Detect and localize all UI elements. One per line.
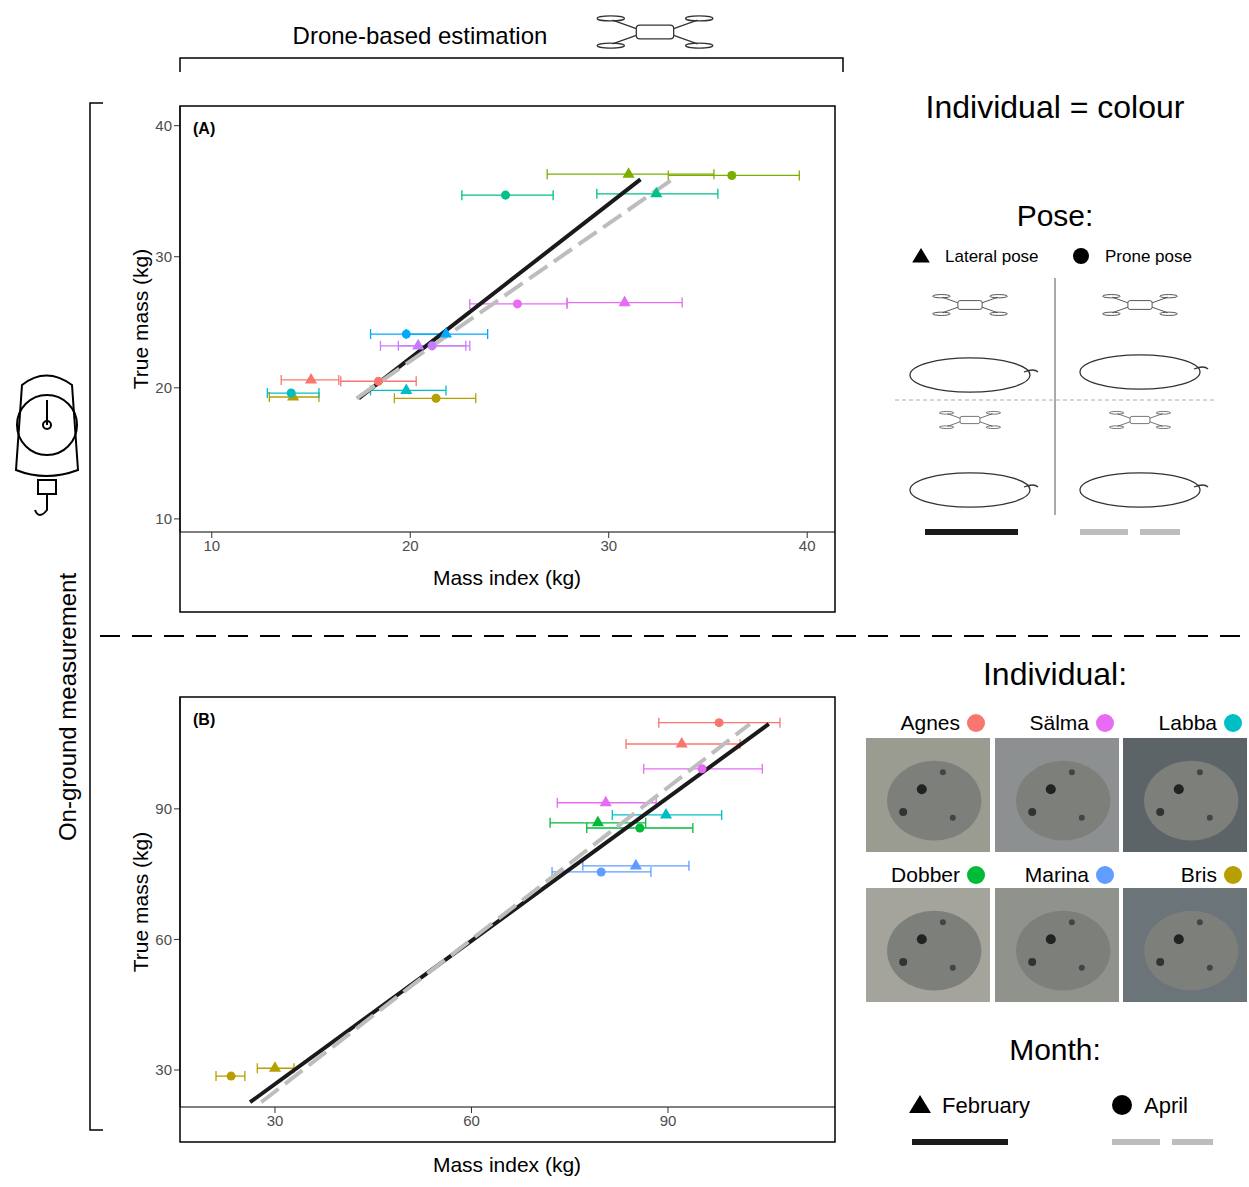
svg-text:April: April	[1144, 1093, 1188, 1118]
svg-text:40: 40	[155, 117, 172, 134]
svg-text:40: 40	[799, 537, 816, 554]
svg-text:Mass index (kg): Mass index (kg)	[433, 1153, 581, 1176]
svg-text:Prone pose: Prone pose	[1105, 247, 1192, 266]
svg-text:60: 60	[155, 931, 172, 948]
svg-text:Sälma: Sälma	[1029, 711, 1089, 734]
svg-text:True mass (kg): True mass (kg)	[129, 249, 152, 389]
svg-text:Dobber: Dobber	[891, 863, 960, 886]
svg-text:10: 10	[155, 510, 172, 527]
svg-text:90: 90	[660, 1112, 677, 1129]
svg-text:Agnes: Agnes	[900, 711, 960, 734]
svg-text:30: 30	[267, 1112, 284, 1129]
svg-text:Mass index (kg): Mass index (kg)	[433, 566, 581, 589]
svg-text:Individual = colour: Individual = colour	[926, 89, 1185, 125]
svg-text:On-ground measurement: On-ground measurement	[54, 573, 81, 841]
svg-text:Pose:: Pose:	[1017, 199, 1094, 232]
svg-text:Lateral pose: Lateral pose	[945, 247, 1039, 266]
svg-text:Labba: Labba	[1159, 711, 1218, 734]
svg-text:Bris: Bris	[1181, 863, 1217, 886]
svg-text:Marina: Marina	[1025, 863, 1090, 886]
svg-text:True mass (kg): True mass (kg)	[129, 832, 152, 972]
svg-text:30: 30	[155, 248, 172, 265]
svg-text:20: 20	[402, 537, 419, 554]
svg-text:Individual:: Individual:	[983, 656, 1127, 692]
svg-text:(A): (A)	[193, 120, 215, 137]
svg-text:30: 30	[600, 537, 617, 554]
svg-text:(B): (B)	[193, 711, 215, 728]
svg-text:20: 20	[155, 379, 172, 396]
svg-text:February: February	[942, 1093, 1030, 1118]
svg-text:10: 10	[203, 537, 220, 554]
svg-text:30: 30	[155, 1061, 172, 1078]
svg-text:60: 60	[463, 1112, 480, 1129]
svg-text:90: 90	[155, 800, 172, 817]
svg-text:Month:: Month:	[1009, 1033, 1101, 1066]
svg-text:Drone-based estimation: Drone-based estimation	[293, 22, 548, 49]
